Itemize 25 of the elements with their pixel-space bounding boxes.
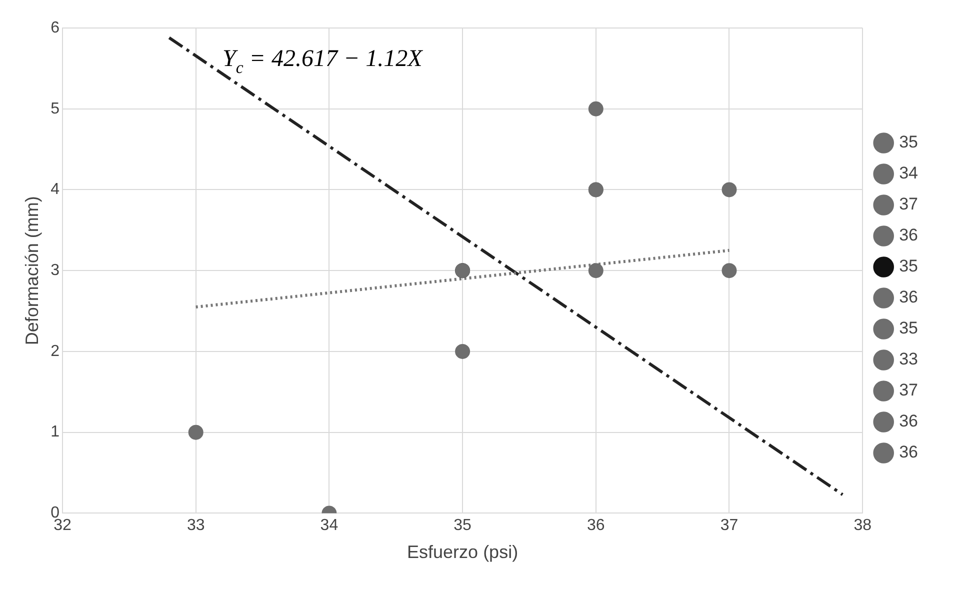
y-tick-label: 3 (50, 262, 60, 280)
y-tick-label: 6 (50, 19, 60, 36)
y-axis-title: Deformación (mm) (22, 196, 42, 346)
y-tick-label: 4 (50, 181, 60, 198)
legend-label: 33 (899, 350, 918, 369)
x-tick-label: 36 (586, 517, 605, 534)
legend-label: 36 (899, 288, 918, 307)
legend-label: 36 (899, 412, 918, 431)
legend-label: 35 (899, 132, 918, 152)
y-tick-label: 5 (50, 100, 60, 118)
x-tick-label: 33 (186, 517, 205, 534)
legend-label: 35 (899, 256, 918, 276)
x-tick-label: 35 (454, 517, 472, 534)
x-tick-label: 34 (320, 517, 338, 534)
legend-label: 35 (899, 318, 918, 338)
legend-label: 37 (899, 194, 918, 214)
x-axis-title: Esfuerzo (psi) (407, 542, 518, 562)
legend-label: 34 (899, 164, 918, 183)
x-tick-label: 37 (720, 517, 738, 534)
legend-label: 36 (899, 442, 918, 462)
x-tick-label: 38 (854, 517, 872, 534)
y-tick-label: 1 (50, 424, 60, 441)
legend-label: 36 (899, 226, 918, 245)
y-tick-label: 2 (50, 342, 60, 360)
legend-label: 37 (899, 380, 918, 400)
